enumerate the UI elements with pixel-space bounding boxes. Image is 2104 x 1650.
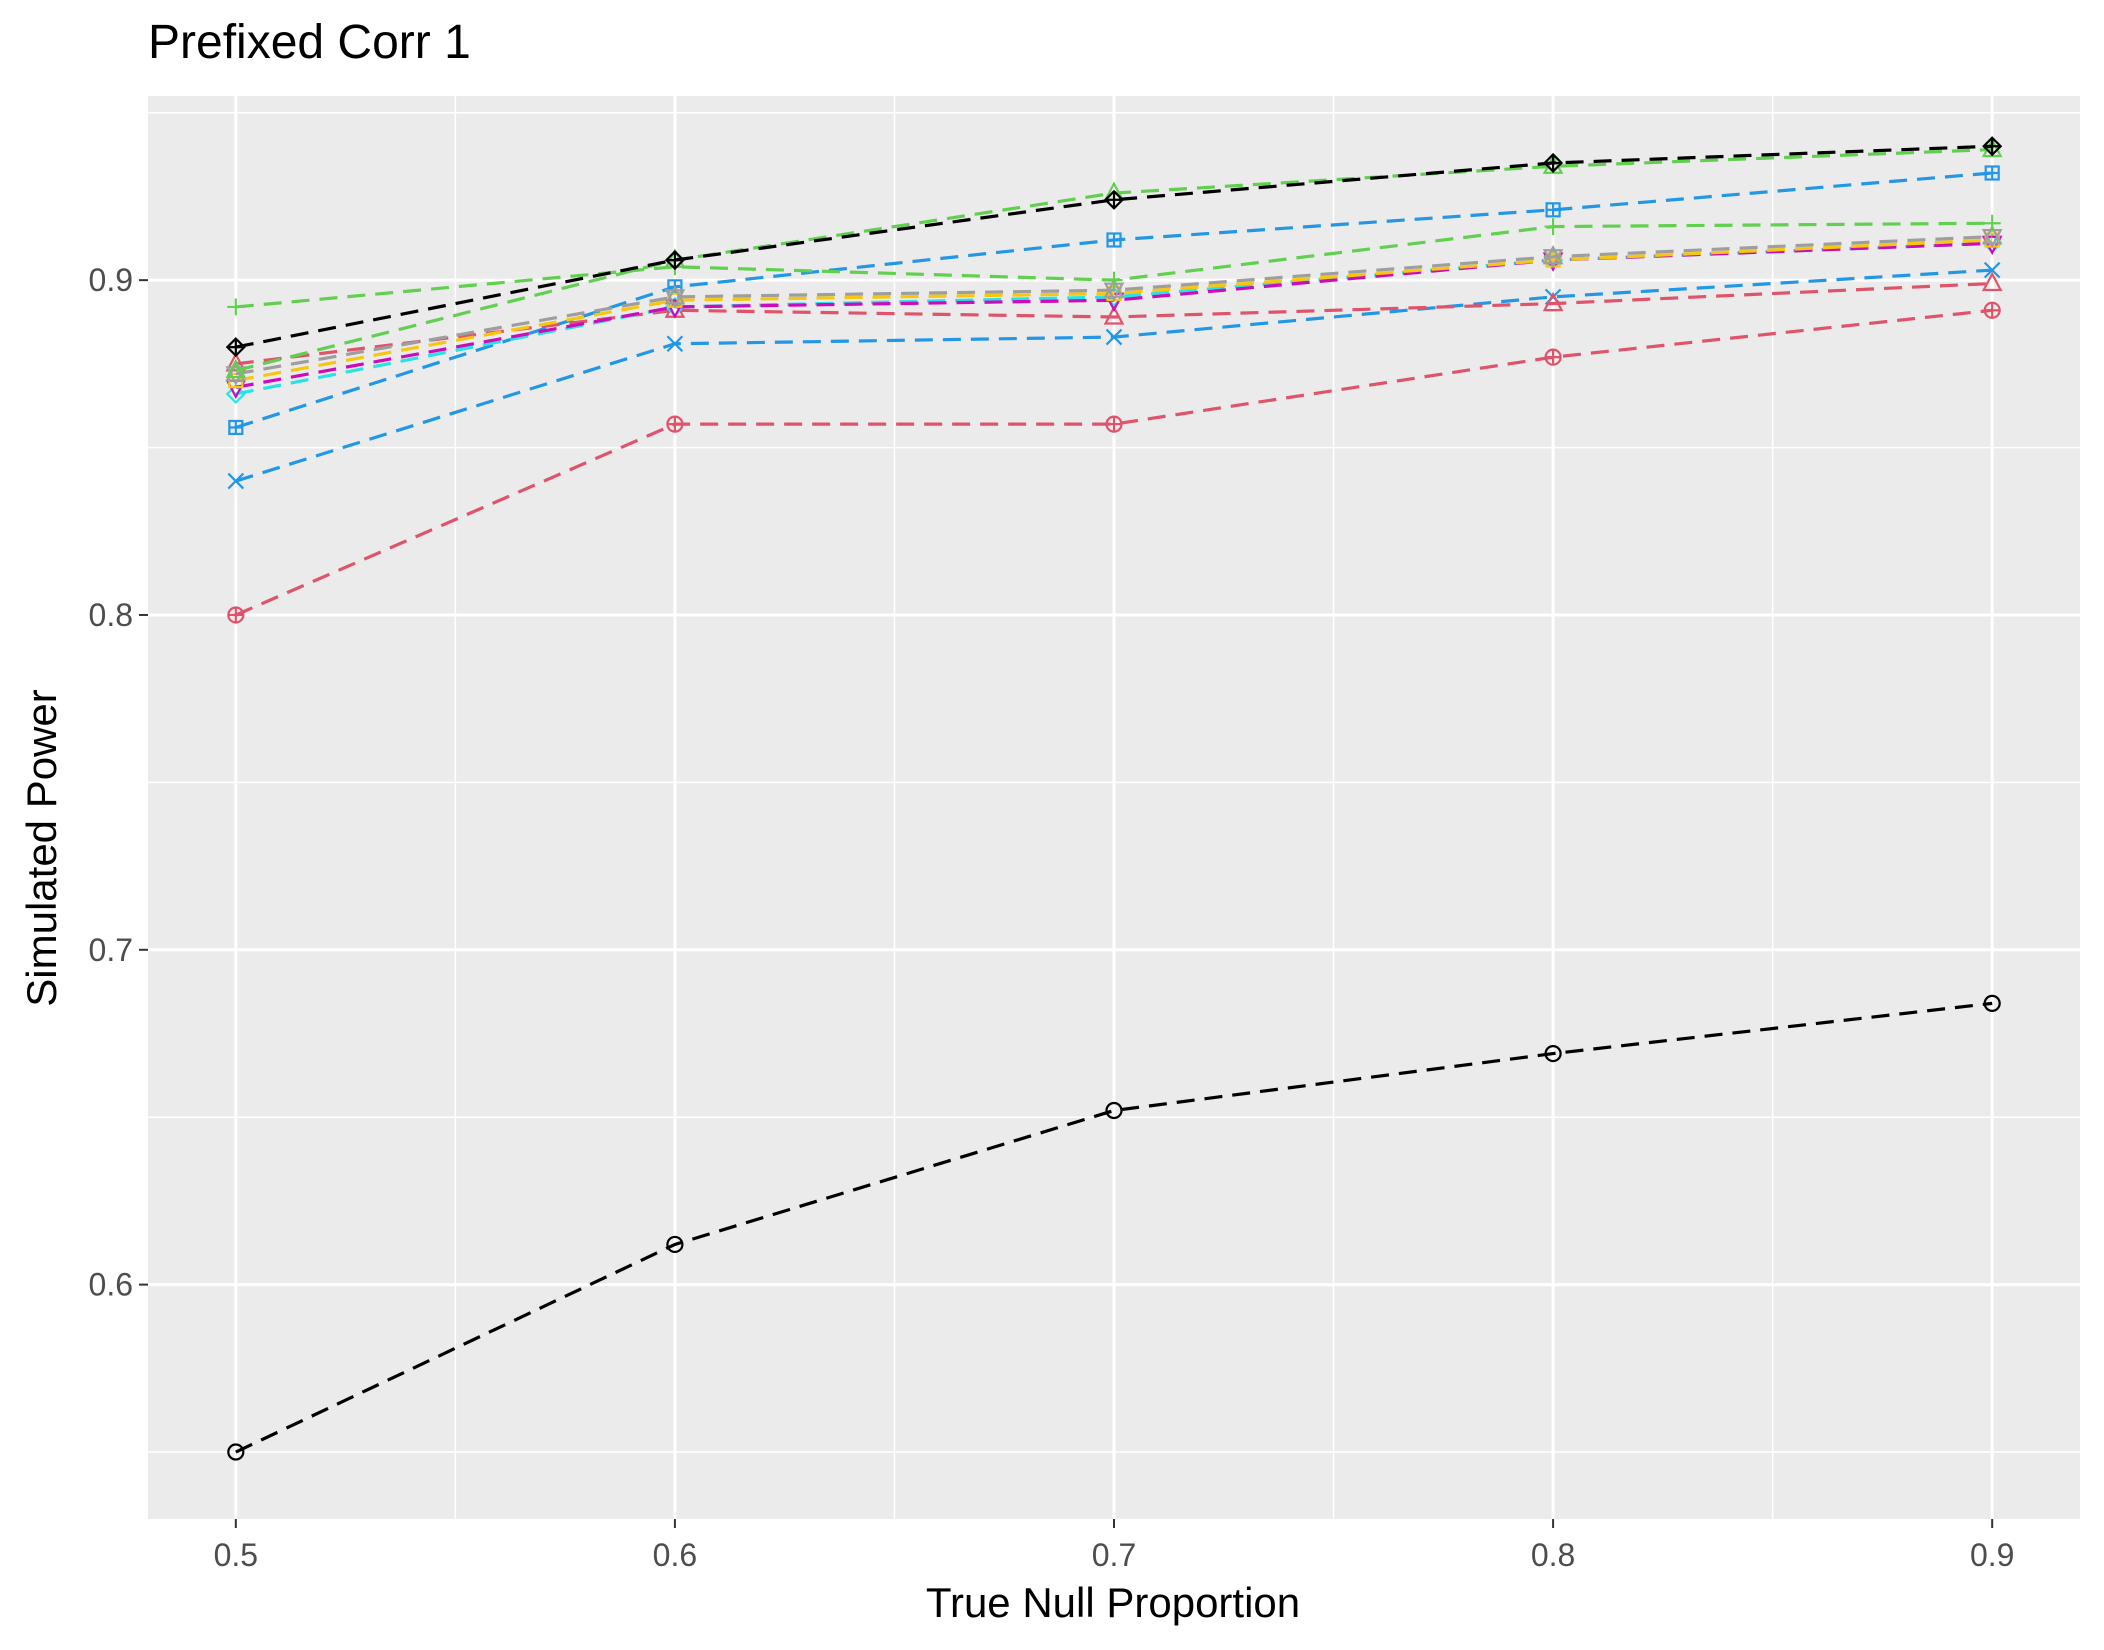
data-point [1983, 301, 2001, 319]
data-point [666, 415, 684, 433]
y-axis: 0.6 0.7 0.8 0.9 [89, 262, 148, 1303]
data-point [1542, 291, 1564, 312]
y-tick-label: 0.8 [89, 597, 133, 633]
data-point [225, 362, 247, 386]
x-tick-label: 0.6 [653, 1537, 697, 1573]
data-point [664, 285, 686, 309]
data-point [1983, 214, 2001, 232]
data-point [1983, 261, 2001, 279]
data-point [1106, 232, 1122, 248]
x-tick-label: 0.9 [1970, 1537, 2014, 1573]
data-point [1981, 271, 2003, 292]
data-point [664, 250, 685, 271]
data-point [225, 337, 246, 358]
data-point [227, 1443, 245, 1461]
x-axis-title: True Null Proportion [926, 1579, 1300, 1626]
series-blue-square-plus [228, 165, 2000, 436]
data-point [1103, 305, 1125, 325]
data-point [227, 472, 245, 490]
series-line [235, 1001, 1993, 1454]
series-line [235, 238, 1993, 383]
data-point [1105, 415, 1123, 433]
series-layer [225, 136, 2003, 1461]
data-point [1544, 218, 1562, 236]
series-red-circle-plus [227, 301, 2001, 624]
data-point [1543, 152, 1564, 174]
series-line [235, 235, 1993, 376]
data-point [1983, 994, 2001, 1012]
data-point [225, 383, 246, 405]
y-axis-title: Simulated Power [18, 689, 65, 1006]
data-point [666, 1235, 684, 1254]
data-point [1544, 348, 1562, 366]
data-point [227, 298, 245, 316]
chart-title: Prefixed Corr 1 [148, 16, 471, 69]
data-point [666, 335, 684, 353]
data-point [1544, 1044, 1562, 1063]
x-tick-label: 0.7 [1092, 1537, 1136, 1573]
data-point [1982, 136, 2003, 157]
x-axis: 0.5 0.6 0.7 0.8 0.9 [214, 1519, 2014, 1573]
data-point [1984, 165, 2000, 181]
data-point [1105, 271, 1123, 289]
data-point [1105, 328, 1123, 346]
y-tick-label: 0.6 [89, 1267, 133, 1303]
series-black-diamond-plus [225, 136, 2003, 358]
x-tick-label: 0.8 [1531, 1537, 1575, 1573]
y-tick-label: 0.7 [89, 932, 133, 968]
series-line [235, 308, 1993, 617]
data-point [1545, 202, 1561, 218]
series-black-circle [227, 994, 2001, 1461]
data-point [227, 606, 245, 624]
data-point [1542, 244, 1564, 269]
data-point [225, 358, 247, 379]
x-tick-label: 0.5 [214, 1537, 258, 1573]
data-point [1105, 1101, 1123, 1120]
major-gridlines [148, 96, 2080, 1519]
data-point [1103, 189, 1125, 210]
data-point [228, 419, 244, 436]
y-tick-label: 0.9 [89, 262, 133, 298]
series-blue-x [227, 261, 2001, 490]
data-point [664, 299, 686, 319]
